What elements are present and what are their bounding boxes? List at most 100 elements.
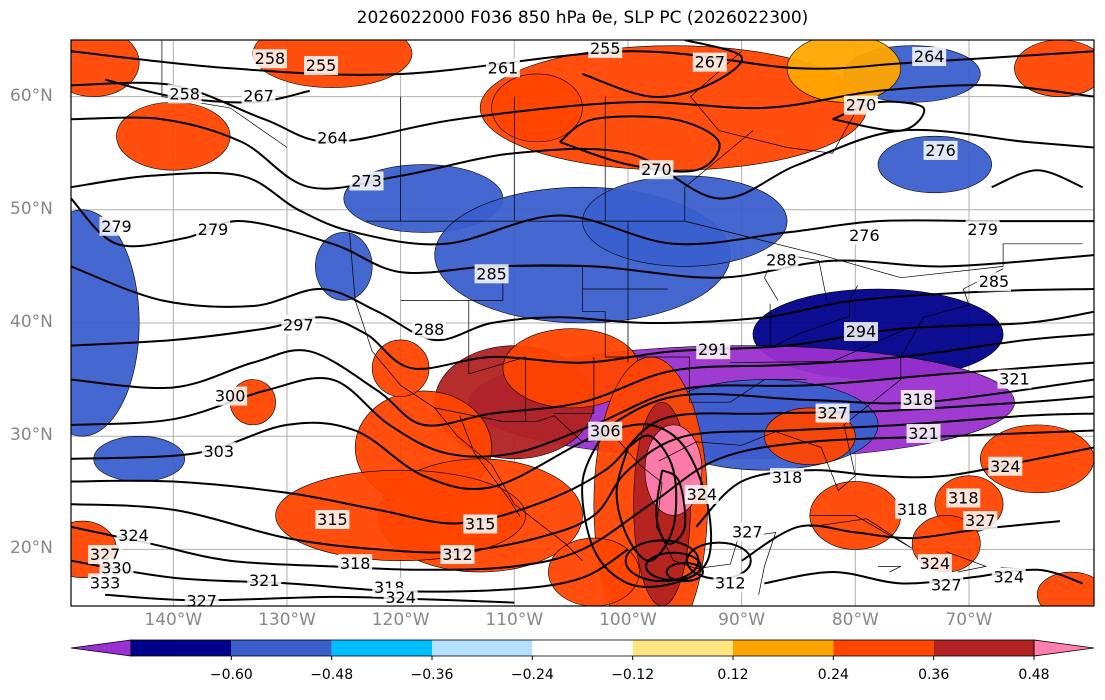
contour-label: 300 [215, 387, 246, 406]
border-line [946, 551, 988, 573]
contour-label: 291 [698, 340, 729, 359]
contour-label: 255 [306, 56, 337, 75]
colorbar-tick-label: −0.24 [510, 667, 554, 683]
contour-label: 312 [715, 573, 746, 592]
contour-line [582, 40, 743, 98]
longitude-label: 130°W [258, 610, 316, 630]
border-line [878, 566, 901, 573]
contour-label-bg [843, 95, 878, 115]
colorbar-tick-label: −0.12 [611, 667, 655, 683]
border-line [459, 415, 521, 517]
contour-line [71, 265, 1094, 342]
contour-line [71, 412, 1094, 554]
contour-label: 294 [846, 322, 877, 341]
contour-label: 276 [925, 141, 956, 160]
contour-label: 327 [732, 522, 763, 541]
contour-label-bg [713, 573, 748, 593]
colorbar-tick-label: 0.24 [817, 667, 849, 683]
contour-label-bg [965, 220, 1000, 240]
contour-label: 324 [385, 588, 416, 607]
contour-label: 258 [169, 84, 200, 103]
colorbar-swatch [131, 640, 232, 656]
latitude-label: 50°N [10, 198, 53, 219]
anomaly-shade [315, 232, 373, 301]
contour-label: 288 [414, 320, 445, 339]
contour-label: 324 [990, 457, 1021, 476]
contour-label-bg [692, 52, 727, 72]
map-frame [70, 39, 1095, 607]
longitude-label: 110°W [485, 610, 544, 630]
contour-label: 285 [979, 272, 1010, 291]
colorbar-swatch [231, 640, 332, 656]
colorbar-tick-label: −0.36 [410, 667, 454, 683]
contour-label-bg [588, 40, 623, 59]
border-line [658, 268, 1004, 492]
contour-label: 267 [243, 87, 274, 106]
contour-label-bg [247, 571, 282, 591]
border-line [349, 232, 583, 561]
contour-label: 264 [317, 128, 348, 147]
contour-label-bg [315, 509, 350, 529]
border-line [434, 407, 663, 483]
contour-label-bg [304, 56, 339, 76]
anomaly-shade [71, 209, 140, 437]
contour-label: 306 [590, 422, 621, 441]
contour-label: 270 [641, 160, 672, 179]
contour-label: 312 [442, 545, 473, 564]
colorbar-extend-high [1033, 639, 1095, 657]
contour-label-bg [281, 315, 316, 335]
contour-label: 318 [903, 390, 934, 409]
contour-label-bg [167, 84, 202, 104]
contour-label: 327 [817, 404, 848, 423]
border-line [769, 285, 858, 349]
contour-label: 318 [897, 500, 928, 519]
contour-label: 315 [465, 514, 496, 533]
contour-label-bg [213, 386, 248, 406]
anomaly-shade [71, 40, 140, 97]
contour-label-bg [99, 558, 134, 578]
anomaly-shade [877, 135, 993, 194]
anomaly-shade [116, 101, 231, 171]
contour-label-bg [463, 514, 498, 534]
colorbar-tick-label: 0.36 [918, 667, 950, 683]
contour-label-bg [99, 216, 134, 236]
contour-label-bg [764, 250, 799, 270]
contour-label: 324 [920, 554, 951, 573]
anomaly-shade [491, 73, 583, 143]
contour-line [665, 561, 704, 583]
border-line [554, 357, 595, 414]
contour-label-bg [588, 421, 623, 441]
contour-label-bg [917, 554, 952, 574]
contour-labels: 255 258 255 261 267 264 258 267 270 264 276 270 273 2… [88, 40, 1032, 610]
contour-label-bg [963, 511, 998, 531]
contour-label: 279 [101, 217, 132, 236]
colorbar-swatch [432, 640, 533, 656]
map-title: 2026022000 F036 850 hPa θe, SLP PC (2026… [356, 8, 809, 28]
contour-label: 327 [186, 591, 217, 610]
colorbar-frame [130, 639, 1035, 657]
contour-label-bg [900, 389, 935, 409]
contour-line [559, 115, 721, 173]
contour-label: 297 [283, 315, 314, 334]
contour-label-bg [906, 423, 941, 443]
contour-line [615, 434, 678, 562]
contour-label-bg [912, 46, 947, 66]
contour-label-bg [991, 567, 1026, 587]
contour-label-bg [88, 573, 123, 593]
contour-label: 324 [118, 526, 149, 545]
colorbar-tick-label: 0.12 [717, 667, 749, 683]
contour-label-bg [252, 49, 287, 69]
contour-label-bg [485, 58, 520, 78]
longitude-label: 90°W [718, 610, 766, 630]
contour-label: 315 [317, 510, 348, 529]
contour-line [71, 116, 1094, 200]
contour-label-bg [349, 171, 384, 191]
contour-line [71, 378, 1094, 491]
border-line [684, 130, 754, 222]
contour-label: 318 [772, 468, 803, 487]
contour-label-bg [201, 442, 236, 462]
contour-label: 327 [931, 576, 962, 595]
contour-label-bg [184, 591, 219, 606]
contour-label-bg [383, 588, 418, 606]
contour-line [71, 429, 1094, 571]
